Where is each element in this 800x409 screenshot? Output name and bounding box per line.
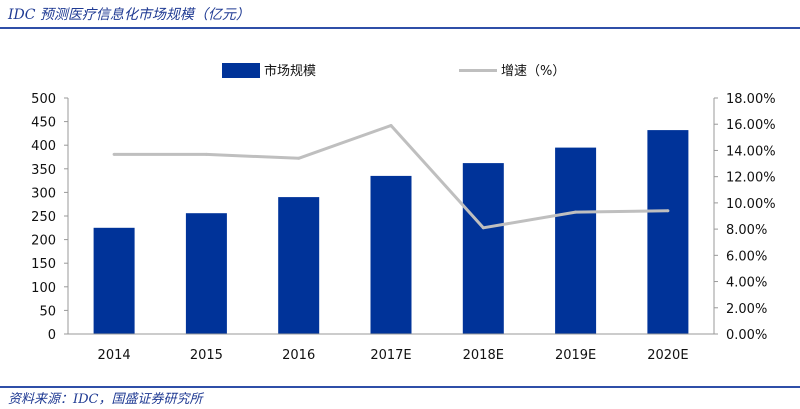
- bar-2014: [93, 227, 135, 334]
- left-tick-label: 250: [31, 210, 56, 225]
- left-tick-label: 300: [31, 186, 56, 201]
- right-tick-label: 4.00%: [726, 276, 767, 291]
- right-tick-label: 0.00%: [726, 328, 767, 343]
- legend: 市场规模 增速（%）: [222, 63, 565, 79]
- right-tick-label: 12.00%: [726, 171, 776, 186]
- bars-layer: [93, 130, 689, 334]
- growth-point-2015: [204, 152, 208, 156]
- x-tick-label: 2018E: [463, 348, 504, 363]
- right-tick-label: 16.00%: [726, 118, 776, 133]
- left-tick-label: 0: [48, 328, 56, 343]
- right-tick-label: 18.00%: [726, 92, 776, 107]
- axes-layer: 0 50 100 150 200 250 300 350 400 450 500 0.00% 2.00%…: [31, 92, 775, 363]
- x-tick-label: 2017E: [370, 348, 411, 363]
- right-tick-label: 6.00%: [726, 249, 767, 264]
- chart: 0 50 100 150 200 250 300 350 400 450 500 0.00% 2.00%…: [31, 63, 776, 363]
- legend-label-bar: 市场规模: [264, 63, 316, 79]
- x-tick-label: 2016: [282, 348, 315, 363]
- legend-label-line: 增速（%）: [501, 64, 565, 79]
- bar-2017E: [370, 175, 412, 334]
- legend-swatch-bar: [222, 63, 260, 78]
- right-tick-label: 8.00%: [726, 223, 767, 238]
- bar-2019E: [555, 147, 597, 334]
- x-tick-label: 2014: [98, 348, 131, 363]
- source-divider: [0, 386, 800, 388]
- growth-point-2014: [112, 152, 116, 156]
- right-tick-label: 2.00%: [726, 302, 767, 317]
- chart-title: IDC 预测医疗信息化市场规模（亿元）: [8, 7, 250, 23]
- source-note: 资料来源：IDC，国盛证券研究所: [8, 392, 203, 407]
- title-divider: [0, 27, 800, 29]
- x-tick-label: 2019E: [555, 348, 596, 363]
- bar-2020E: [647, 130, 689, 334]
- growth-point-2019E: [574, 210, 578, 214]
- x-tick-label: 2020E: [647, 348, 688, 363]
- growth-point-2018E: [481, 226, 485, 230]
- left-tick-label: 400: [31, 139, 56, 154]
- right-tick-label: 14.00%: [726, 144, 776, 159]
- bar-2016: [278, 197, 320, 334]
- left-tick-label: 150: [31, 257, 56, 272]
- bar-2018E: [462, 163, 504, 334]
- x-tick-label: 2015: [190, 348, 223, 363]
- growth-point-2017E: [389, 124, 393, 127]
- left-tick-label: 500: [31, 92, 56, 107]
- left-tick-label: 200: [31, 234, 56, 249]
- left-tick-label: 50: [39, 304, 56, 319]
- bar-2015: [185, 213, 227, 334]
- left-tick-label: 100: [31, 281, 56, 296]
- line-layer: [112, 124, 670, 230]
- left-tick-label: 450: [31, 116, 56, 131]
- growth-point-2020E: [666, 209, 670, 213]
- right-tick-label: 10.00%: [726, 197, 776, 212]
- growth-point-2016: [297, 156, 301, 160]
- left-tick-label: 350: [31, 163, 56, 178]
